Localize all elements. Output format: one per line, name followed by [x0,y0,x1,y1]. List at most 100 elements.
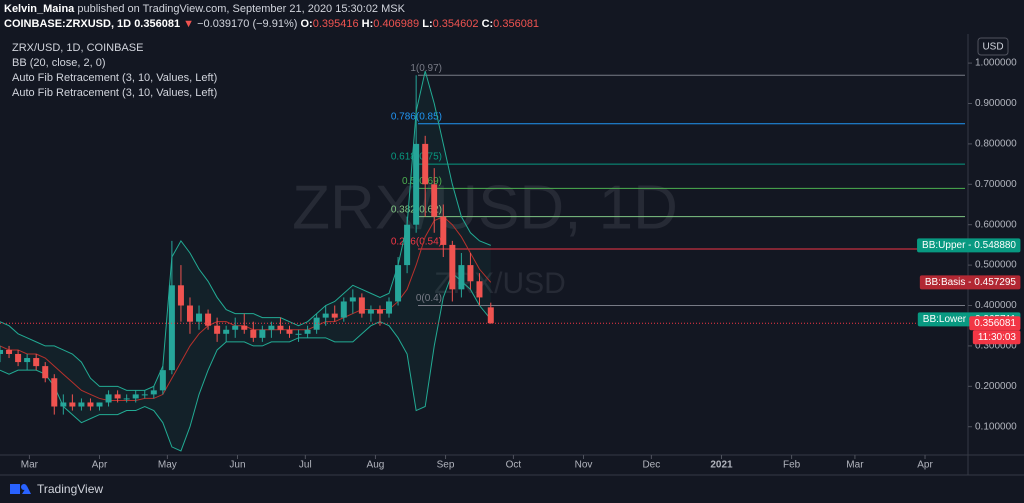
countdown-badge: 11:30:03 [978,332,1017,343]
fib-label: 1(0.97) [410,63,442,74]
candle-body [487,307,494,324]
candle-body [132,394,139,399]
candle-body [96,402,103,407]
last-price-badge-bg [969,316,1021,331]
candle-body [286,329,293,334]
price-badge: BB:Upper - 0.548880 [922,240,1016,251]
legend: ZRX/USD, 1D, COINBASE BB (20, close, 2, 0… [12,41,217,101]
ohlc-key: C: [481,18,494,30]
candle-body [313,317,320,330]
candle-body [60,402,67,407]
x-tick-label: Mar [846,460,864,471]
ohlc: O:0.395416 H:0.406989 L:0.354602 C:0.356… [300,18,539,30]
x-tick-label: Sep [437,460,455,471]
candle-body [431,184,438,217]
x-tick-label: Oct [506,460,522,471]
legend-item: BB (20, close, 2, 0) [12,57,106,69]
candle-body [331,313,338,318]
fib-label: 0.5(0.69) [402,176,442,187]
candle-body [141,394,148,396]
candle-body [340,301,347,318]
y-tick-label: 0.700000 [975,179,1017,190]
y-tick-label: 0.600000 [975,219,1017,230]
ohlc-key: L: [422,18,433,30]
y-tick-label: 0.200000 [975,381,1017,392]
candle-body [196,313,203,322]
header-line2: COINBASE:ZRXUSD, 1D 0.356081 ▼ −0.039170… [4,17,539,32]
candle-body [78,402,85,407]
y-tick-label: 0.800000 [975,139,1017,150]
currency: USD [982,42,1003,53]
published: published on TradingView.com, September … [77,3,405,15]
x-tick-label: Apr [92,460,108,471]
candle-body [322,313,329,318]
x-tick-label: May [158,460,177,471]
candle-body [277,325,284,330]
candle-body [467,265,474,282]
candle-body [259,329,266,338]
fib-label: 0(0.4) [416,293,442,304]
candle-body [214,325,221,334]
x-tick-label: Jun [229,460,245,471]
candle-body [449,244,456,290]
y-tick-label: 0.300000 [975,341,1017,352]
y-tick-label: 0.400000 [975,300,1017,311]
currency-box[interactable] [977,37,1009,56]
header-line1: Kelvin_Maina published on TradingView.co… [4,2,539,17]
candle-body [159,370,166,391]
arrow: ▼ [183,18,195,30]
candle-body [241,325,248,330]
candle-body [268,325,275,330]
y-tick-label: 0.500000 [975,260,1017,271]
candle-body [232,325,239,330]
change: −0.039170 (−9.91%) [197,18,298,30]
x-tick-label: Aug [367,460,385,471]
x-tick-label: Mar [21,460,39,471]
y-tick-label: 1.000000 [975,58,1017,69]
candle-body [476,281,483,298]
candle-body [404,224,411,266]
x-tick-label: Jul [299,460,312,471]
candle-body [440,216,447,245]
last: 0.356081 [134,18,181,30]
candle-body [42,366,49,379]
x-tick-label: Dec [642,460,660,471]
candle-body [304,329,311,334]
candle-body [349,297,356,302]
x-tick-label: Feb [783,460,801,471]
ohlc-value: 0.356081 [493,18,540,30]
logo [10,484,31,494]
x-tick-label: Nov [575,460,593,471]
candle-body [376,309,383,314]
candle-body [186,305,193,322]
candle-body [123,398,130,400]
candle-body [150,390,157,395]
legend-item: Auto Fib Retracement (3, 10, Values, Lef… [12,87,218,99]
candle-body [15,353,22,363]
candle-body [413,143,420,225]
ohlc-value: 0.354602 [432,18,479,30]
candle-body [223,329,230,334]
candle-body [395,265,402,302]
candle-body [87,402,94,407]
bb-line [0,272,492,452]
candle-body [6,349,13,354]
candle-body [177,285,184,306]
brand: TradingView [37,482,104,496]
price-badge-bg [919,275,1021,290]
candle-body [0,349,3,354]
candle-body [250,329,257,338]
candle-body [295,333,302,335]
ohlc-value: 0.395416 [312,18,359,30]
price-badge: BB:Basis - 0.457295 [925,277,1017,288]
candle-body [51,378,58,407]
countdown-badge-bg [972,330,1021,345]
candle-body [458,265,465,290]
y-tick-label: 0.100000 [975,421,1017,432]
candle-body [105,394,112,403]
candle-body [168,285,175,371]
candle-body [24,358,31,363]
ohlc-value: 0.406989 [373,18,420,30]
